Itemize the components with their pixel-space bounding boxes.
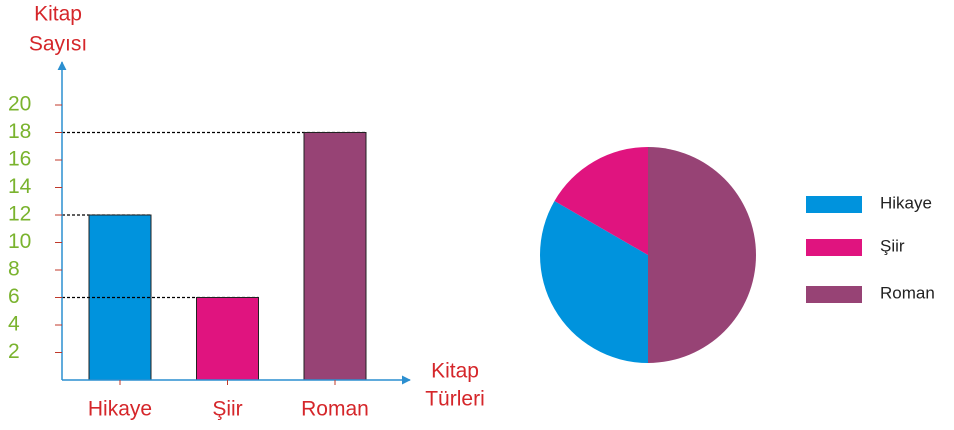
legend-label: Şiir: [880, 236, 905, 255]
bar: [196, 297, 259, 381]
y-axis-label: Kitap: [34, 3, 82, 26]
y-tick-label: 14: [8, 175, 32, 198]
bar: [303, 132, 367, 381]
y-axis-label: Sayısı: [29, 33, 87, 56]
legend-label: Roman: [880, 283, 935, 302]
y-tick-label: 4: [8, 313, 20, 336]
pie-slice: [539, 201, 648, 363]
y-tick-label: 10: [8, 230, 31, 253]
x-tick-label: Hikaye: [88, 398, 152, 421]
x-axis-label: Türleri: [425, 388, 485, 411]
y-tick-label: 12: [8, 203, 31, 226]
pie-slice: [554, 147, 648, 255]
y-tick-label: 18: [8, 120, 31, 143]
x-tick-label: Şiir: [212, 398, 242, 421]
legend-swatch: [806, 239, 862, 256]
legend-swatch: [806, 196, 862, 213]
pie-slice: [648, 147, 756, 363]
legend-swatch: [806, 286, 862, 303]
y-tick-label: 16: [8, 148, 31, 171]
y-tick-label: 6: [8, 285, 20, 308]
y-tick-label: 20: [8, 93, 31, 116]
y-tick-label: 8: [8, 258, 20, 281]
y-tick-label: 2: [8, 340, 20, 363]
legend-label: Hikaye: [880, 193, 932, 212]
x-tick-label: Roman: [301, 398, 369, 421]
x-axis-label: Kitap: [431, 360, 479, 383]
